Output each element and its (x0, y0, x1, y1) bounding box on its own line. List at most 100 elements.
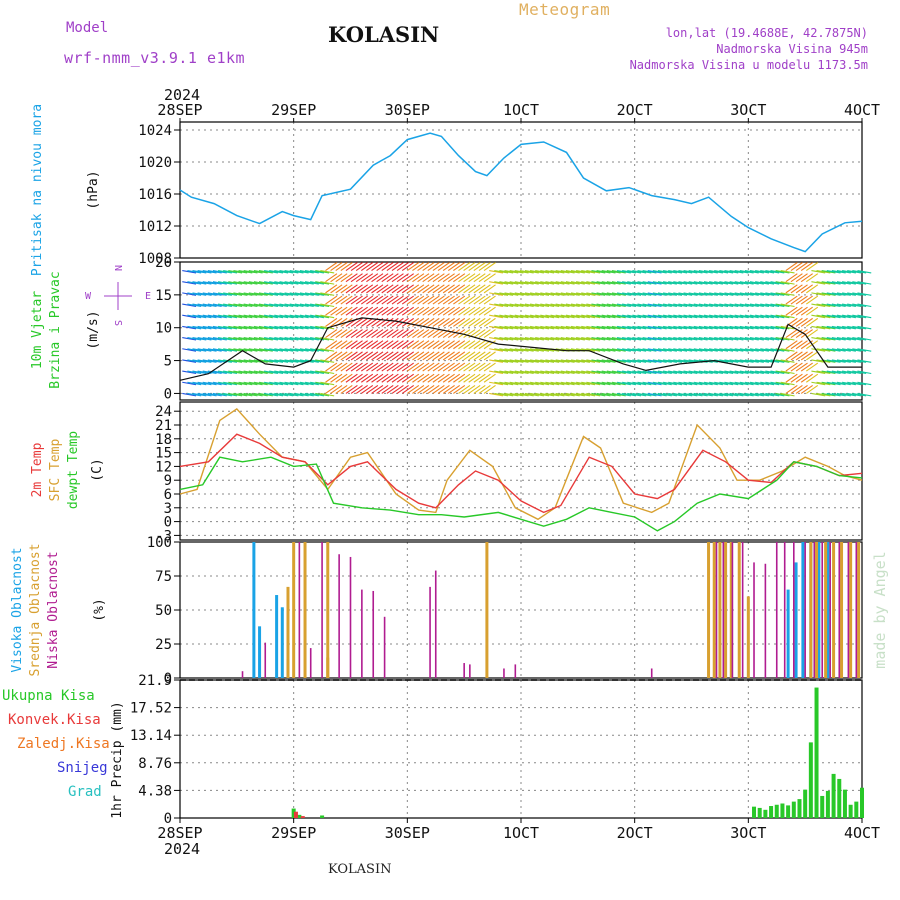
wind-barb (826, 325, 841, 330)
wind-barb (330, 373, 343, 383)
wind-barb (284, 392, 299, 397)
wind-barb (637, 337, 652, 341)
wind-barb (724, 281, 739, 285)
wind-barb (739, 325, 754, 330)
wind-barb (622, 392, 637, 397)
wind-barb (345, 384, 358, 394)
wind-barb (458, 351, 471, 361)
wind-barb (192, 281, 207, 285)
wind-barb (514, 303, 529, 308)
wind-barb (601, 292, 616, 296)
precip-legend-item: Zaledj.Kisa (17, 736, 110, 752)
wind-barb (852, 392, 867, 397)
year-label-top: 2024 (164, 86, 200, 104)
wind-barb (560, 303, 575, 308)
wind-barb (749, 270, 764, 274)
mid_cloud-bar (326, 657, 330, 678)
wind-barb (760, 292, 775, 296)
wind-barb (473, 317, 486, 327)
wind-barb (709, 392, 724, 397)
wind-barb (350, 284, 363, 294)
wind-barb (504, 392, 519, 397)
wind-barb (258, 392, 273, 397)
wind-barb (422, 362, 435, 372)
wind-barb (847, 381, 862, 386)
wind-barb (187, 359, 202, 363)
total_precip-bar (320, 815, 325, 818)
wind-barb (330, 384, 343, 394)
wind-barb (565, 359, 580, 363)
wind-barb (703, 381, 718, 386)
wind-barb (269, 270, 284, 274)
wind-barb (504, 314, 519, 319)
wind-barb (345, 295, 358, 305)
x-tick-label-bottom: 29SEP (271, 824, 316, 842)
wind-barb (821, 348, 836, 352)
y-tick-label: 3 (164, 501, 172, 517)
wind-barb (596, 292, 611, 296)
wind-barb (540, 325, 555, 330)
wind-barb (483, 351, 496, 361)
wind-barb (228, 303, 243, 308)
total_precip-bar (808, 742, 813, 818)
wind-barb (228, 270, 243, 274)
wind-barb (299, 270, 314, 274)
wind-barb (437, 362, 450, 372)
wind-barb (330, 284, 343, 294)
wind-barb (509, 381, 524, 386)
wind-barb (550, 325, 565, 330)
wind-barb (647, 292, 662, 296)
wind-barb (253, 325, 268, 330)
wind-barb (284, 314, 299, 319)
wind-barb (274, 381, 289, 386)
wind-barb (463, 295, 476, 305)
wind-barb (596, 281, 611, 285)
wind-barb (581, 392, 596, 397)
wind-barb (714, 325, 729, 330)
wind-barb (264, 281, 278, 285)
wind-barb (688, 270, 703, 274)
wind-barb (657, 325, 672, 330)
wind-barb (478, 373, 491, 383)
wind-barb (407, 295, 420, 305)
wind-barb (514, 337, 529, 341)
wind-barb (187, 348, 202, 352)
wind-barb (606, 314, 621, 319)
wind-barb (412, 351, 425, 361)
wind-barb (473, 351, 486, 361)
wind-barb (627, 348, 642, 352)
wind-axis-title-1: 10m Vjetar (30, 291, 45, 369)
wind-barb (724, 337, 739, 341)
wind-barb (417, 306, 430, 316)
wind-barb (790, 262, 803, 271)
wind-barb (217, 370, 232, 375)
wind-barb (294, 303, 309, 308)
wind-barb (555, 325, 570, 330)
wind-barb (248, 370, 263, 375)
wind-barb (258, 270, 273, 274)
wind-barb (187, 392, 202, 397)
wind-barb (586, 325, 601, 330)
mid_cloud-bar (485, 542, 489, 678)
wind-barb (509, 359, 524, 363)
wind-barb (842, 303, 856, 308)
wind-barb (627, 270, 642, 274)
wind-barb (831, 348, 846, 352)
wind-barb (453, 351, 466, 361)
wind-barb (478, 362, 491, 372)
wind-barb (509, 292, 524, 296)
wind-barb (821, 270, 836, 274)
wind-barb (709, 314, 724, 319)
wind-barb (422, 284, 435, 294)
wind-barb (207, 292, 222, 296)
wind-barb (258, 314, 273, 319)
wind-barb (468, 306, 481, 316)
wind-barb (601, 348, 616, 352)
wind-barb (744, 337, 759, 341)
wind-barb (437, 384, 450, 394)
wind-barb (596, 392, 611, 397)
wind-barb (463, 317, 476, 327)
wind-barb (790, 340, 803, 350)
y-tick-label: 15 (155, 446, 172, 462)
wind-barb (233, 292, 248, 296)
